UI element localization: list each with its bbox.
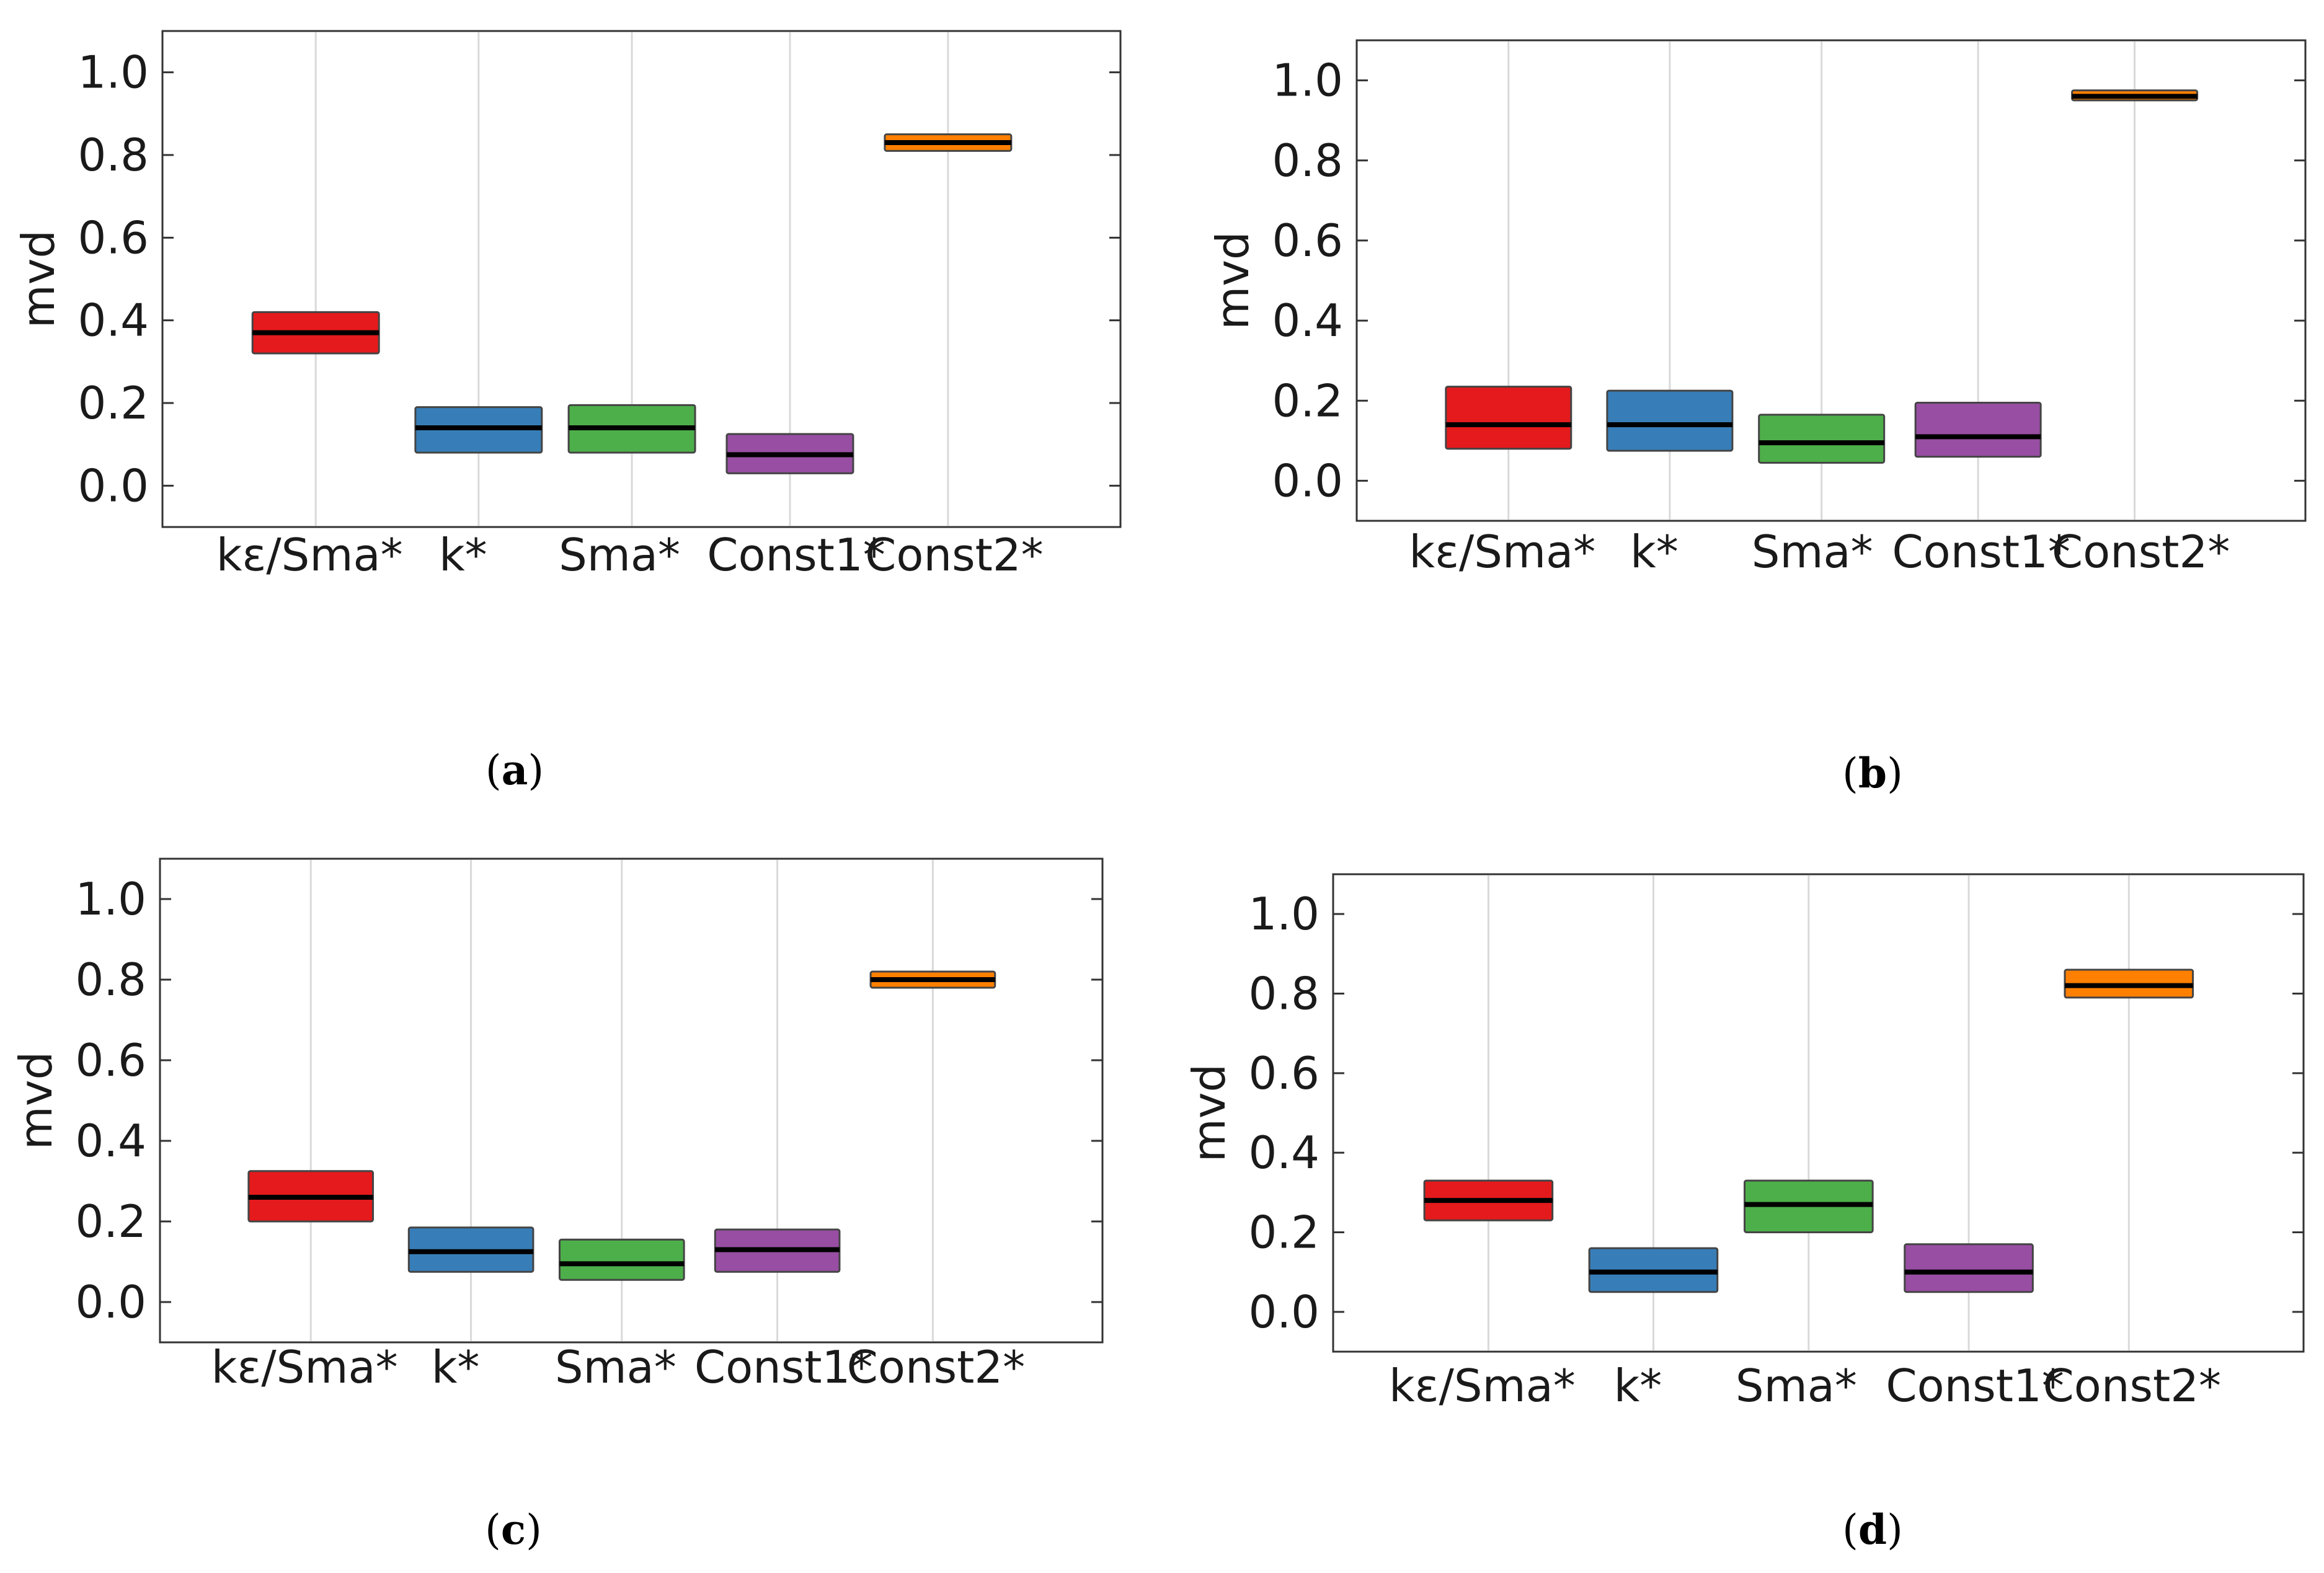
category-label: k* [1630, 526, 1679, 578]
panel-caption: (d) [1842, 1505, 1903, 1554]
category-label: k* [439, 529, 487, 581]
caption-paren: ) [528, 747, 544, 794]
y-tick-label: 0.6 [1248, 1047, 1319, 1099]
y-axis-label: mvd [10, 1052, 62, 1150]
category-label: Const2* [865, 529, 1044, 581]
y-tick-label: 0.2 [1248, 1207, 1319, 1259]
category-label: kε/Sma* [211, 1341, 398, 1393]
y-tick-label: 0.8 [75, 954, 146, 1006]
panel-caption: (c) [485, 1505, 542, 1554]
category-label: kε/Sma* [1409, 526, 1595, 578]
chart-panel-a: 0.0 0.2 0.4 0.6 0.8 1.0 mvd kε/Sma* k* Sma* Const1… [12, 30, 1122, 794]
category-label: Sma* [1736, 1360, 1857, 1412]
y-tick-label: 0.6 [1272, 215, 1343, 267]
category-label: Const2* [2043, 1360, 2222, 1412]
box-4 [1914, 401, 2042, 458]
category-label: Sma* [1752, 526, 1873, 578]
y-tick-label: 0.2 [75, 1195, 146, 1247]
box-2 [1606, 389, 1734, 452]
caption-paren: ( [485, 1506, 501, 1554]
y-tick-label: 0.4 [1248, 1127, 1319, 1179]
category-label: Const2* [847, 1341, 1026, 1393]
category-label: Const1* [1886, 1360, 2064, 1412]
category-label: Const2* [2052, 526, 2230, 578]
category-label: Const1* [694, 1341, 873, 1393]
caption-paren: ( [486, 747, 502, 794]
caption-paren: ( [1842, 750, 1858, 797]
y-axis-label: mvd [1207, 231, 1259, 329]
caption-letter: a [502, 746, 528, 794]
category-label: Const1* [1892, 526, 2070, 578]
panel-caption: (b) [1842, 749, 1903, 797]
panel-caption: (a) [486, 746, 544, 794]
y-axis-label: mvd [12, 230, 64, 328]
y-tick-label: 0.4 [78, 295, 149, 347]
plot-frame [1332, 873, 2305, 1353]
y-tick-label: 0.2 [1272, 374, 1343, 427]
y-tick-label: 0.8 [78, 129, 149, 181]
y-tick-label: 0.2 [78, 377, 149, 429]
category-label: Sma* [559, 529, 680, 581]
category-label: k* [432, 1341, 480, 1393]
caption-paren: ( [1842, 1506, 1858, 1554]
category-label: Const1* [707, 529, 885, 581]
category-label: Sma* [555, 1341, 676, 1393]
y-tick-label: 0.8 [1272, 135, 1343, 187]
y-tick-label: 0.6 [78, 211, 149, 264]
y-tick-label: 0.4 [75, 1115, 146, 1167]
y-tick-label: 0.0 [75, 1276, 146, 1328]
y-axis-label: mvd [1183, 1064, 1235, 1162]
y-tick-label: 1.0 [75, 873, 146, 925]
category-label: k* [1614, 1360, 1662, 1412]
y-tick-label: 0.0 [78, 459, 149, 512]
box-1 [1445, 386, 1572, 450]
caption-paren: ) [1887, 1506, 1903, 1554]
chart-panel-b: 0.0 0.2 0.4 0.6 0.8 1.0 mvd kε/Sma* k* Sma* Const1… [1207, 39, 2307, 797]
y-tick-label: 1.0 [78, 47, 149, 99]
box-4 [1904, 1243, 2034, 1293]
box-3 [1758, 414, 1886, 464]
chart-panel-d: 0.0 0.2 0.4 0.6 0.8 1.0 mvd kε/Sma* k* Sma* Const1… [1183, 873, 2305, 1554]
box-3 [558, 1238, 685, 1281]
y-tick-label: 0.6 [75, 1034, 146, 1086]
caption-letter: c [501, 1505, 526, 1554]
y-tick-label: 0.0 [1272, 454, 1343, 507]
caption-letter: d [1858, 1505, 1887, 1554]
caption-paren: ) [526, 1506, 542, 1554]
category-label: kε/Sma* [1389, 1360, 1576, 1412]
y-tick-label: 0.4 [1272, 295, 1343, 347]
y-tick-label: 1.0 [1248, 888, 1319, 940]
category-label: kε/Sma* [216, 529, 403, 581]
caption-paren: ) [1887, 750, 1903, 797]
y-tick-label: 0.8 [1248, 968, 1319, 1020]
caption-letter: b [1858, 749, 1887, 797]
y-tick-label: 1.0 [1272, 55, 1343, 107]
y-tick-label: 0.0 [1248, 1286, 1319, 1338]
chart-panel-c: 0.0 0.2 0.4 0.6 0.8 1.0 mvd kε/Sma* k* Sma* Const1… [10, 857, 1104, 1554]
